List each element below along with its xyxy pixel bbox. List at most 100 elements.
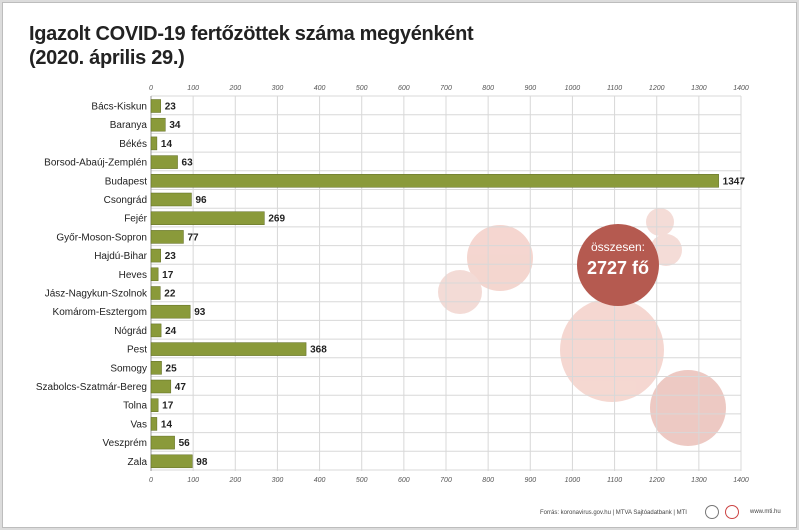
category-label: Nógrád — [114, 326, 147, 337]
bar — [150, 454, 193, 469]
x-tick-label-bottom: 600 — [398, 477, 410, 484]
category-label: Borsod-Abaúj-Zemplén — [44, 158, 147, 169]
x-tick-label-top: 600 — [398, 85, 410, 92]
x-tick-label-top: 1300 — [691, 85, 707, 92]
value-label: 22 — [164, 289, 176, 300]
value-label: 24 — [165, 326, 177, 337]
category-label: Hajdú-Bihar — [94, 251, 147, 262]
mtva-logo-icon — [705, 505, 719, 519]
bar — [150, 417, 158, 431]
x-tick-label-bottom: 1100 — [607, 477, 622, 484]
category-label: Pest — [127, 345, 147, 356]
value-label: 17 — [162, 401, 174, 412]
category-label: Békés — [119, 139, 147, 150]
category-label: Csongrád — [104, 195, 147, 206]
value-label: 77 — [187, 232, 199, 243]
x-tick-label-bottom: 1300 — [691, 477, 707, 484]
bar — [150, 379, 172, 394]
category-label: Vas — [131, 419, 148, 430]
total-label: összesen: — [590, 240, 646, 254]
x-tick-label-top: 1400 — [733, 85, 749, 92]
x-tick-label-top: 1000 — [565, 85, 581, 92]
bar — [150, 248, 161, 263]
x-tick-label-bottom: 100 — [187, 477, 199, 484]
bar — [150, 230, 184, 244]
bar — [150, 267, 159, 282]
bar — [150, 211, 265, 225]
x-tick-label-top: 900 — [524, 85, 536, 92]
value-label: 93 — [194, 307, 206, 318]
title-line-1: Igazolt COVID-19 fertőzöttek száma megyé… — [29, 23, 474, 45]
bar — [150, 398, 159, 412]
title-line-2: (2020. április 29.) — [29, 47, 185, 69]
x-tick-label-top: 400 — [314, 85, 326, 92]
bar — [150, 342, 307, 356]
category-label: Heves — [119, 270, 147, 281]
category-label: Szabolcs-Szatmár-Bereg — [36, 382, 147, 393]
category-label: Baranya — [110, 120, 148, 131]
x-tick-label-bottom: 800 — [482, 477, 494, 484]
value-label: 98 — [196, 457, 208, 468]
value-label: 63 — [182, 158, 194, 169]
category-label: Tolna — [123, 401, 147, 412]
value-label: 25 — [166, 363, 178, 374]
bar — [150, 174, 719, 188]
value-label: 56 — [179, 438, 191, 449]
category-label: Budapest — [105, 176, 147, 187]
value-label: 14 — [161, 419, 173, 430]
x-tick-label-bottom: 1000 — [565, 477, 581, 484]
value-label: 269 — [268, 214, 285, 225]
value-label: 1347 — [723, 176, 746, 187]
x-tick-label-bottom: 900 — [524, 477, 536, 484]
bar — [150, 117, 166, 132]
x-tick-label-top: 1200 — [649, 85, 665, 92]
bar — [150, 192, 192, 207]
category-label: Somogy — [110, 363, 147, 374]
category-label: Veszprém — [103, 438, 147, 449]
category-label: Győr-Moson-Sopron — [56, 232, 147, 243]
category-label: Jász-Nagykun-Szolnok — [45, 289, 148, 300]
total-bubble: összesen: 2727 fő — [577, 224, 659, 306]
x-tick-label-top: 300 — [272, 85, 284, 92]
category-label: Komárom-Esztergom — [53, 307, 147, 318]
x-tick-label-bottom: 1400 — [733, 477, 749, 484]
x-tick-label-top: 100 — [187, 85, 199, 92]
x-tick-label-top: 1100 — [607, 85, 622, 92]
x-tick-label-bottom: 400 — [314, 477, 326, 484]
bar — [150, 304, 191, 319]
category-label: Fejér — [124, 214, 147, 225]
chart-title: Igazolt COVID-19 fertőzöttek száma megyé… — [29, 22, 474, 70]
value-label: 34 — [169, 120, 181, 131]
x-tick-label-bottom: 0 — [149, 477, 153, 484]
x-tick-label-bottom: 500 — [356, 477, 368, 484]
x-tick-label-top: 200 — [228, 85, 241, 92]
x-tick-label-bottom: 300 — [272, 477, 284, 484]
value-label: 368 — [310, 345, 327, 356]
value-label: 23 — [165, 251, 177, 262]
category-label: Zala — [128, 457, 148, 468]
value-label: 47 — [175, 382, 187, 393]
value-label: 96 — [195, 195, 207, 206]
bar — [150, 323, 162, 338]
bar — [150, 136, 158, 151]
bar — [150, 99, 161, 113]
source-note: Forrás: koronavirus.gov.hu | MTVA Sajtóa… — [540, 510, 687, 516]
x-tick-label-bottom: 200 — [228, 477, 241, 484]
x-tick-label-top: 700 — [440, 85, 452, 92]
category-label: Bács-Kiskun — [91, 102, 147, 113]
site-url: www.mti.hu — [750, 509, 781, 515]
x-tick-label-top: 500 — [356, 85, 368, 92]
total-value: 2727 fő — [586, 258, 650, 278]
x-tick-label-bottom: 700 — [440, 477, 452, 484]
bar — [150, 361, 162, 375]
value-label: 17 — [162, 270, 174, 281]
footer-logos — [705, 505, 739, 519]
x-tick-label-bottom: 1200 — [649, 477, 665, 484]
value-label: 14 — [161, 139, 173, 150]
bar — [150, 155, 178, 169]
bar — [150, 435, 175, 450]
x-tick-label-top: 0 — [149, 85, 153, 92]
mti-logo-icon — [725, 505, 739, 519]
